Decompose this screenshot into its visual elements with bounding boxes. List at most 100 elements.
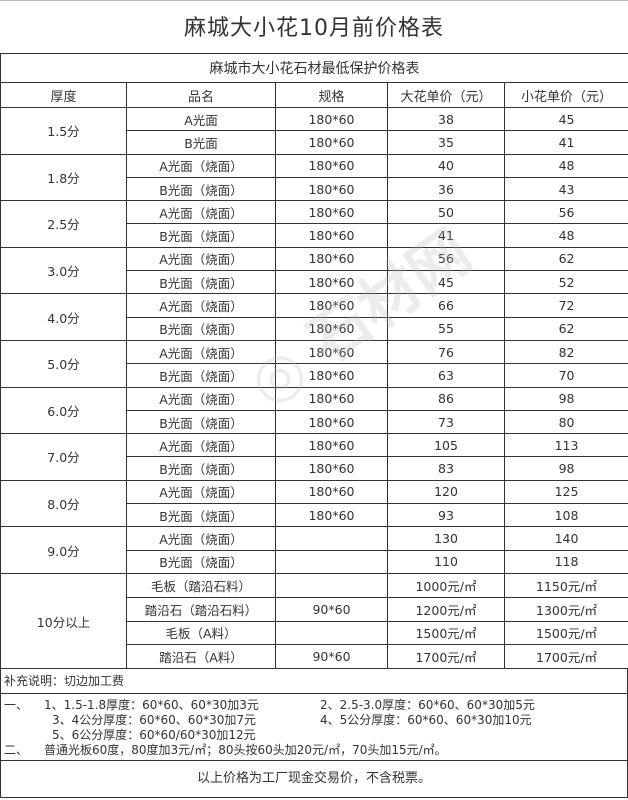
big-flower-price-cell: 41	[387, 223, 505, 248]
spec-cell: 180*60	[275, 433, 388, 458]
small-flower-price-cell: 80	[503, 409, 628, 435]
small-flower-price-cell: 48	[503, 223, 628, 248]
big-flower-price-cell: 1500元/㎡	[387, 620, 505, 646]
product-name-cell: 踏沿石（踏沿石料）	[126, 596, 276, 622]
table-row: B光面（烧面） 110 118	[1, 549, 628, 574]
product-name-cell: B光面（烧面）	[126, 549, 276, 574]
table-row: 2.5分 A光面（烧面） 180*60 50 56	[0, 200, 628, 248]
product-name-cell: B光面（烧面）	[126, 270, 276, 295]
table-row: B光面（烧面） 180*60 73 80	[1, 409, 628, 435]
small-flower-price-cell: 45	[503, 106, 628, 132]
spec-cell: 180*60	[275, 246, 388, 272]
product-name-cell: 毛板（A料）	[126, 620, 276, 646]
table-subtitle: 麻城市大小花石材最低保护价格表	[0, 53, 628, 83]
spec-cell: 180*60	[275, 153, 388, 178]
table-row: 3.0分 A光面（烧面） 180*60 56 62	[0, 246, 628, 295]
thickness-cell: 6.0分	[0, 386, 127, 435]
big-flower-price-cell: 36	[387, 176, 505, 202]
big-flower-price-cell: 76	[387, 339, 505, 365]
header-thickness: 厚度	[0, 82, 127, 108]
spec-cell: 180*60	[275, 270, 388, 295]
table-row: 1.8分 A光面（烧面） 180*60 40 48	[0, 153, 628, 202]
spec-cell: 180*60	[275, 409, 388, 435]
spec-cell	[275, 620, 388, 646]
spec-cell	[275, 549, 388, 574]
small-flower-price-cell: 72	[503, 293, 628, 318]
note-item: 5、6公分厚度：60*60/60*30加12元	[52, 728, 256, 743]
table-row: B光面（烧面） 180*60 83 98	[1, 456, 628, 481]
big-flower-price-cell: 83	[387, 456, 505, 481]
product-name-cell: B光面（烧面）	[126, 223, 276, 248]
product-name-cell: B光面（烧面）	[126, 456, 276, 481]
product-name-cell: A光面（烧面）	[126, 200, 276, 225]
table-row: 踏沿石（踏沿石料） 90*60 1200元/㎡ 1300元/㎡	[1, 596, 628, 622]
big-flower-price-cell: 110	[387, 549, 505, 574]
big-flower-price-cell: 50	[387, 200, 505, 225]
big-flower-price-cell: 45	[387, 270, 505, 295]
small-flower-price-cell: 52	[503, 270, 628, 295]
product-name-cell: A光面（烧面）	[126, 479, 276, 505]
big-flower-price-cell: 93	[387, 503, 505, 528]
thickness-cell: 10分以上	[0, 572, 127, 670]
small-flower-price-cell: 62	[503, 316, 628, 341]
thickness-cell: 1.5分	[0, 107, 127, 155]
table-row: 4.0分 A光面（烧面） 180*60 66 72	[0, 293, 628, 341]
note-item: 2、2.5-3.0厚度：60*60、60*30加5元	[320, 698, 535, 713]
table-row: 6.0分 A光面（烧面） 180*60 86 98	[0, 386, 628, 435]
table-row: B光面（烧面） 180*60 55 62	[1, 316, 628, 341]
note-two-label: 二、	[4, 743, 29, 758]
spec-cell	[275, 572, 388, 598]
product-name-cell: A光面（烧面）	[126, 339, 276, 365]
spec-cell: 180*60	[275, 363, 388, 388]
spec-cell: 180*60	[275, 456, 388, 481]
table-row: 10分以上 毛板（踏沿石料） 1000元/㎡ 1150元/㎡	[0, 572, 628, 670]
big-flower-price-cell: 105	[387, 433, 505, 458]
table-row: 踏沿石（A料） 90*60 1700元/㎡ 1700元/㎡	[1, 644, 628, 670]
small-flower-price-cell: 140	[503, 526, 628, 551]
spec-cell: 90*60	[275, 644, 388, 670]
spec-cell: 180*60	[275, 223, 388, 248]
product-name-cell: 毛板（踏沿石料）	[126, 572, 276, 598]
spec-cell: 180*60	[275, 130, 388, 155]
table-row: 毛板（A料） 1500元/㎡ 1500元/㎡	[1, 620, 628, 646]
big-flower-price-cell: 40	[387, 153, 505, 178]
header-spec: 规格	[275, 82, 388, 108]
notes-heading: 补充说明：切边加工费	[1, 669, 627, 695]
thickness-cell: 5.0分	[0, 339, 127, 388]
spec-cell: 180*60	[275, 386, 388, 411]
small-flower-price-cell: 48	[503, 153, 628, 178]
table-row: 7.0分 A光面（烧面） 180*60 105 113	[0, 433, 628, 481]
spec-cell: 180*60	[275, 339, 388, 365]
header-big-price: 大花单价（元）	[387, 82, 505, 108]
table-row: B光面（烧面） 180*60 41 48	[1, 223, 628, 248]
spec-cell: 180*60	[275, 503, 388, 528]
big-flower-price-cell: 56	[387, 246, 505, 272]
price-table: 麻城市大小花石材最低保护价格表 厚度 品名 规格 大花单价（元） 小花单价（元）…	[0, 53, 628, 670]
spec-cell: 180*60	[275, 479, 388, 505]
header-name: 品名	[126, 82, 276, 108]
big-flower-price-cell: 120	[387, 479, 505, 505]
note-one-label: 一、	[4, 698, 29, 713]
thickness-cell: 1.8分	[0, 153, 127, 202]
table-row: 1.5分 A光面 180*60 38 45	[0, 106, 628, 155]
spec-cell: 180*60	[275, 106, 388, 132]
small-flower-price-cell: 1700元/㎡	[503, 644, 628, 670]
product-name-cell: 踏沿石（A料）	[126, 644, 276, 670]
product-name-cell: A光面	[126, 106, 276, 132]
big-flower-price-cell: 63	[387, 363, 505, 388]
spec-cell	[275, 526, 388, 551]
table-row: 5.0分 A光面（烧面） 180*60 76 82	[0, 339, 628, 388]
table-row: B光面（烧面） 180*60 63 70	[1, 363, 628, 388]
big-flower-price-cell: 1200元/㎡	[387, 596, 505, 622]
small-flower-price-cell: 62	[503, 246, 628, 272]
big-flower-price-cell: 66	[387, 293, 505, 318]
small-flower-price-cell: 125	[503, 479, 628, 505]
small-flower-price-cell: 118	[503, 549, 628, 574]
spec-cell: 180*60	[275, 293, 388, 318]
small-flower-price-cell: 1150元/㎡	[503, 572, 628, 598]
page-title: 麻城大小花10月前价格表	[0, 0, 628, 53]
header-row: 厚度 品名 规格 大花单价（元） 小花单价（元）	[0, 82, 628, 108]
thickness-cell: 4.0分	[0, 293, 127, 341]
footer-note: 以上价格为工厂现金交易价，不含税票。	[196, 771, 431, 787]
product-name-cell: B光面（烧面）	[126, 503, 276, 528]
